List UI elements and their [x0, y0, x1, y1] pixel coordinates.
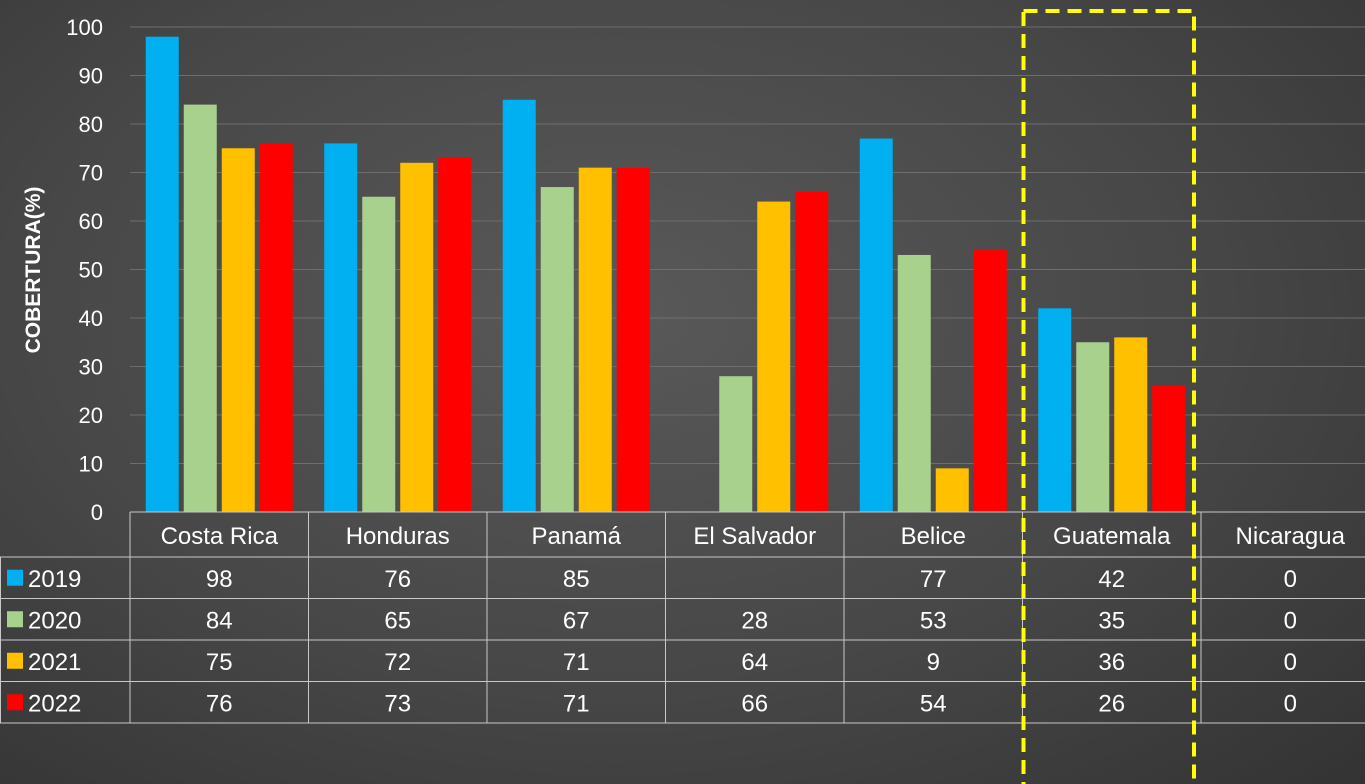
- data-label-belice-2020: 53: [920, 607, 947, 634]
- data-label-panama-2019: 85: [563, 566, 590, 593]
- bar-panama-2022: [616, 167, 650, 512]
- data-table: Costa Rica Honduras Panamá El Salvador Belic…: [0, 511, 1365, 724]
- y-tick-40: 40: [79, 306, 103, 331]
- y-tick-80: 80: [79, 112, 103, 137]
- category-label-panama: Panamá: [532, 523, 622, 550]
- legend-label-2019: 2019: [28, 566, 81, 593]
- category-label-honduras: Honduras: [346, 523, 450, 550]
- legend-key-2021: [7, 652, 23, 669]
- bar-el-salvador-2022: [795, 191, 829, 512]
- legend-label-2020: 2020: [28, 607, 81, 634]
- data-label-honduras-2019: 76: [384, 566, 411, 593]
- data-label-guatemala-2021: 36: [1098, 649, 1125, 676]
- y-tick-60: 60: [79, 209, 103, 234]
- bar-honduras-2019: [324, 143, 358, 512]
- data-label-panama-2020: 67: [563, 607, 590, 634]
- y-tick-90: 90: [79, 64, 103, 89]
- data-label-costa-rica-2021: 75: [206, 649, 233, 676]
- category-label-nicaragua: Nicaragua: [1236, 523, 1346, 550]
- data-label-el-salvador-2022: 66: [741, 690, 768, 717]
- data-label-honduras-2022: 73: [384, 690, 411, 717]
- highlight-group: [1021, 9, 1196, 784]
- bar-costa-rica-2019: [145, 36, 179, 512]
- bar-guatemala-2022: [1152, 385, 1186, 512]
- bar-guatemala-2019: [1038, 308, 1072, 512]
- data-label-nicaragua-2022: 0: [1284, 690, 1297, 717]
- bar-el-salvador-2020: [719, 376, 753, 512]
- y-tick-0: 0: [91, 500, 103, 525]
- highlight-box-guatemala: [1021, 9, 1196, 784]
- bars: [145, 36, 1186, 513]
- bar-el-salvador-2021: [757, 201, 791, 512]
- data-label-nicaragua-2021: 0: [1284, 649, 1297, 676]
- bar-belice-2022: [973, 250, 1007, 512]
- data-label-panama-2021: 71: [563, 649, 590, 676]
- y-tick-50: 50: [79, 258, 103, 283]
- data-label-belice-2022: 54: [920, 690, 947, 717]
- data-label-belice-2021: 9: [927, 649, 940, 676]
- category-label-belice: Belice: [901, 523, 966, 550]
- data-label-belice-2019: 77: [920, 566, 947, 593]
- bar-belice-2021: [935, 468, 969, 512]
- bar-honduras-2022: [438, 157, 472, 512]
- y-tick-100: 100: [66, 15, 103, 40]
- data-label-costa-rica-2022: 76: [206, 690, 233, 717]
- bar-guatemala-2020: [1076, 342, 1110, 512]
- y-tick-70: 70: [79, 161, 103, 186]
- legend-label-2021: 2021: [28, 649, 81, 676]
- bar-costa-rica-2022: [259, 143, 293, 512]
- data-label-costa-rica-2020: 84: [206, 607, 233, 634]
- bar-costa-rica-2021: [221, 148, 255, 512]
- bar-panama-2021: [578, 167, 612, 512]
- bar-honduras-2021: [400, 162, 434, 513]
- bar-belice-2020: [897, 254, 931, 512]
- legend-label-2022: 2022: [28, 690, 81, 717]
- data-label-nicaragua-2020: 0: [1284, 607, 1297, 634]
- y-tick-30: 30: [79, 355, 103, 380]
- data-label-honduras-2021: 72: [384, 649, 411, 676]
- bar-belice-2019: [859, 138, 893, 513]
- bar-honduras-2020: [362, 196, 396, 512]
- y-tick-20: 20: [79, 403, 103, 428]
- data-label-costa-rica-2019: 98: [206, 566, 233, 593]
- data-label-el-salvador-2021: 64: [741, 649, 768, 676]
- data-label-guatemala-2022: 26: [1098, 690, 1125, 717]
- category-label-guatemala: Guatemala: [1053, 523, 1171, 550]
- bar-panama-2019: [502, 99, 536, 512]
- data-label-panama-2022: 71: [563, 690, 590, 717]
- y-tick-10: 10: [79, 452, 103, 477]
- data-label-guatemala-2020: 35: [1098, 607, 1125, 634]
- category-label-el-salvador: El Salvador: [693, 523, 816, 550]
- legend-key-2022: [7, 694, 23, 711]
- legend-key-2020: [7, 611, 23, 628]
- y-axis-label: COBERTURA(%): [22, 187, 45, 354]
- data-label-honduras-2020: 65: [384, 607, 411, 634]
- bar-guatemala-2021: [1114, 337, 1148, 512]
- data-label-guatemala-2019: 42: [1098, 566, 1125, 593]
- data-label-nicaragua-2019: 0: [1284, 566, 1297, 593]
- y-axis-ticks: 0 10 20 30 40 50 60 70 80 90 100: [66, 15, 103, 525]
- bar-costa-rica-2020: [183, 104, 217, 512]
- legend-key-2019: [7, 569, 23, 586]
- category-label-costa-rica: Costa Rica: [161, 523, 279, 550]
- data-label-el-salvador-2020: 28: [741, 607, 768, 634]
- bar-panama-2020: [540, 187, 574, 513]
